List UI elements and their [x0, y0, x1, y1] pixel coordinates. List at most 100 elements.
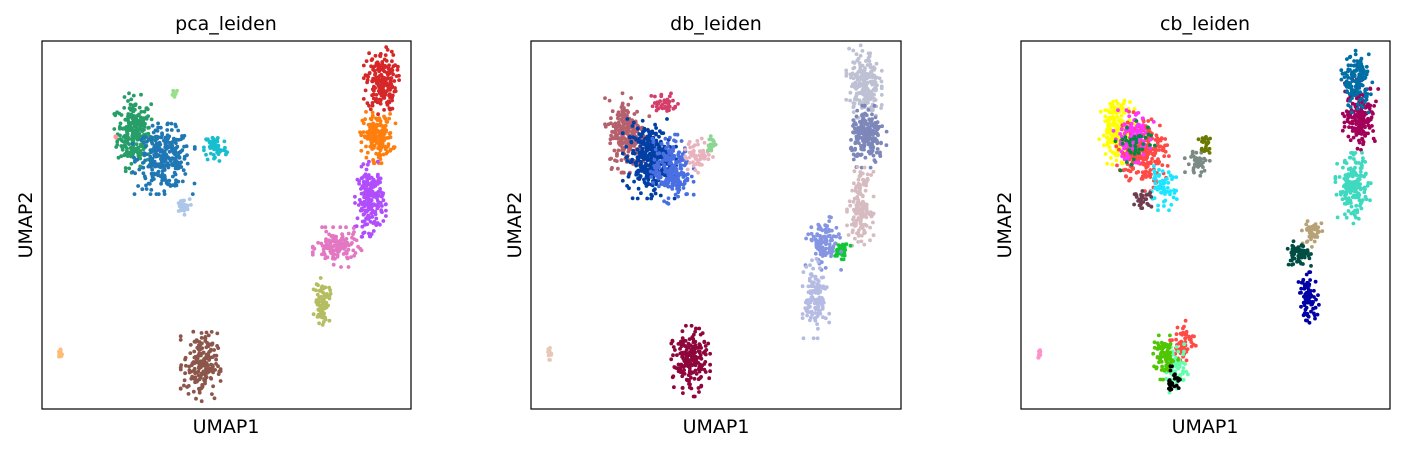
scatter-point: [148, 154, 153, 159]
scatter-point: [1361, 159, 1366, 163]
scatter-point: [376, 112, 380, 117]
scatter-point: [1163, 198, 1168, 203]
scatter-point: [380, 131, 384, 136]
scatter-point: [1141, 116, 1145, 121]
scatter-point: [619, 105, 624, 110]
scatter-point: [625, 120, 630, 125]
scatter-point: [610, 109, 615, 114]
scatter-point: [374, 139, 379, 144]
scatter-point: [392, 79, 397, 83]
scatter-point: [139, 151, 144, 156]
scatter-point: [1344, 161, 1349, 166]
scatter-point: [375, 76, 380, 81]
scatter-point: [370, 87, 375, 92]
scatter-point: [1148, 137, 1153, 142]
scatter-point: [369, 139, 374, 144]
scatter-point: [372, 127, 377, 132]
scatter-point: [200, 363, 205, 368]
scatter-point: [1113, 139, 1118, 144]
scatter-point: [203, 373, 208, 378]
scatter-point: [1358, 169, 1363, 174]
scatter-point: [355, 216, 360, 221]
scatter-point: [215, 136, 220, 140]
scatter-point: [654, 126, 658, 130]
scatter-point: [182, 198, 187, 203]
scatter-point: [619, 158, 624, 163]
scatter-point: [210, 364, 215, 368]
scatter-point: [848, 98, 852, 103]
scatter-point: [827, 320, 832, 325]
scatter-point: [126, 151, 131, 156]
scatter-point: [323, 302, 328, 307]
scatter-point: [379, 194, 384, 199]
scatter-point: [673, 105, 677, 110]
scatter-point: [835, 248, 839, 252]
scatter-point: [648, 153, 653, 158]
scatter-point: [873, 115, 878, 120]
scatter-point: [1349, 63, 1353, 68]
scatter-point: [638, 175, 642, 180]
scatter-point: [209, 143, 214, 148]
scatter-point: [612, 148, 617, 153]
scatter-point: [1352, 157, 1356, 161]
scatter-point: [214, 353, 219, 358]
scatter-point: [630, 196, 635, 201]
scatter-point: [1320, 229, 1325, 234]
scatter-point: [673, 175, 678, 180]
scatter-point: [149, 188, 154, 192]
scatter-point: [370, 202, 375, 207]
scatter-point: [388, 135, 392, 139]
scatter-point: [639, 191, 643, 196]
scatter-point: [1102, 143, 1106, 148]
scatter-point: [613, 130, 618, 135]
scatter-point: [160, 178, 165, 183]
scatter-point: [1138, 129, 1143, 134]
scatter-point: [144, 106, 149, 111]
scatter-point: [205, 340, 210, 345]
scatter-point: [1174, 188, 1178, 193]
scatter-point: [376, 146, 380, 151]
scatter-point: [1105, 118, 1110, 123]
scatter-point: [167, 134, 172, 139]
y-axis-label: UMAP2: [504, 192, 526, 259]
scatter-point: [202, 369, 207, 374]
scatter-point: [644, 164, 648, 169]
scatter-point: [368, 175, 373, 180]
scatter-point: [1346, 134, 1351, 139]
scatter-point: [146, 181, 151, 186]
scatter-point: [171, 156, 176, 161]
scatter-point: [654, 108, 659, 113]
scatter-point: [689, 174, 694, 179]
scatter-point: [699, 356, 704, 361]
scatter-point: [635, 147, 640, 152]
scatter-point: [354, 238, 359, 243]
scatter-point: [662, 199, 666, 204]
scatter-point: [158, 125, 163, 130]
scatter-point: [125, 118, 130, 123]
scatter-point: [118, 121, 123, 126]
scatter-point: [371, 96, 376, 101]
scatter-point: [370, 180, 374, 184]
scatter-point: [688, 145, 693, 150]
scatter-point: [204, 361, 209, 365]
scatter-point: [707, 148, 712, 153]
scatter-point: [658, 99, 662, 104]
scatter-point: [387, 116, 391, 121]
scatter-point: [627, 135, 632, 139]
scatter-point: [130, 142, 135, 146]
scatter-point: [801, 270, 806, 274]
scatter-point: [202, 377, 207, 381]
scatter-point: [1340, 128, 1345, 133]
scatter-point: [192, 339, 197, 344]
scatter-point: [855, 77, 860, 82]
scatter-point: [384, 119, 389, 124]
scatter-point: [122, 95, 127, 99]
scatter-point: [157, 146, 162, 150]
scatter-point: [653, 147, 658, 152]
scatter-point: [1203, 158, 1208, 163]
scatter-point: [1368, 117, 1373, 122]
scatter-point: [639, 168, 643, 172]
scatter-point: [1353, 48, 1358, 53]
scatter-point: [670, 338, 675, 343]
scatter-point: [217, 369, 222, 374]
